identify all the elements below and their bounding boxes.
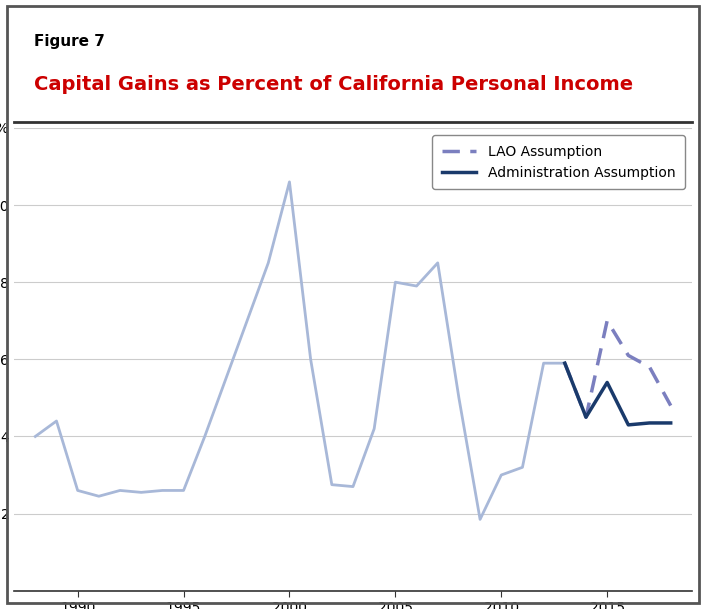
Legend: LAO Assumption, Administration Assumption: LAO Assumption, Administration Assumptio…	[432, 135, 685, 189]
Text: Capital Gains as Percent of California Personal Income: Capital Gains as Percent of California P…	[35, 76, 633, 94]
Text: Figure 7: Figure 7	[35, 33, 105, 49]
